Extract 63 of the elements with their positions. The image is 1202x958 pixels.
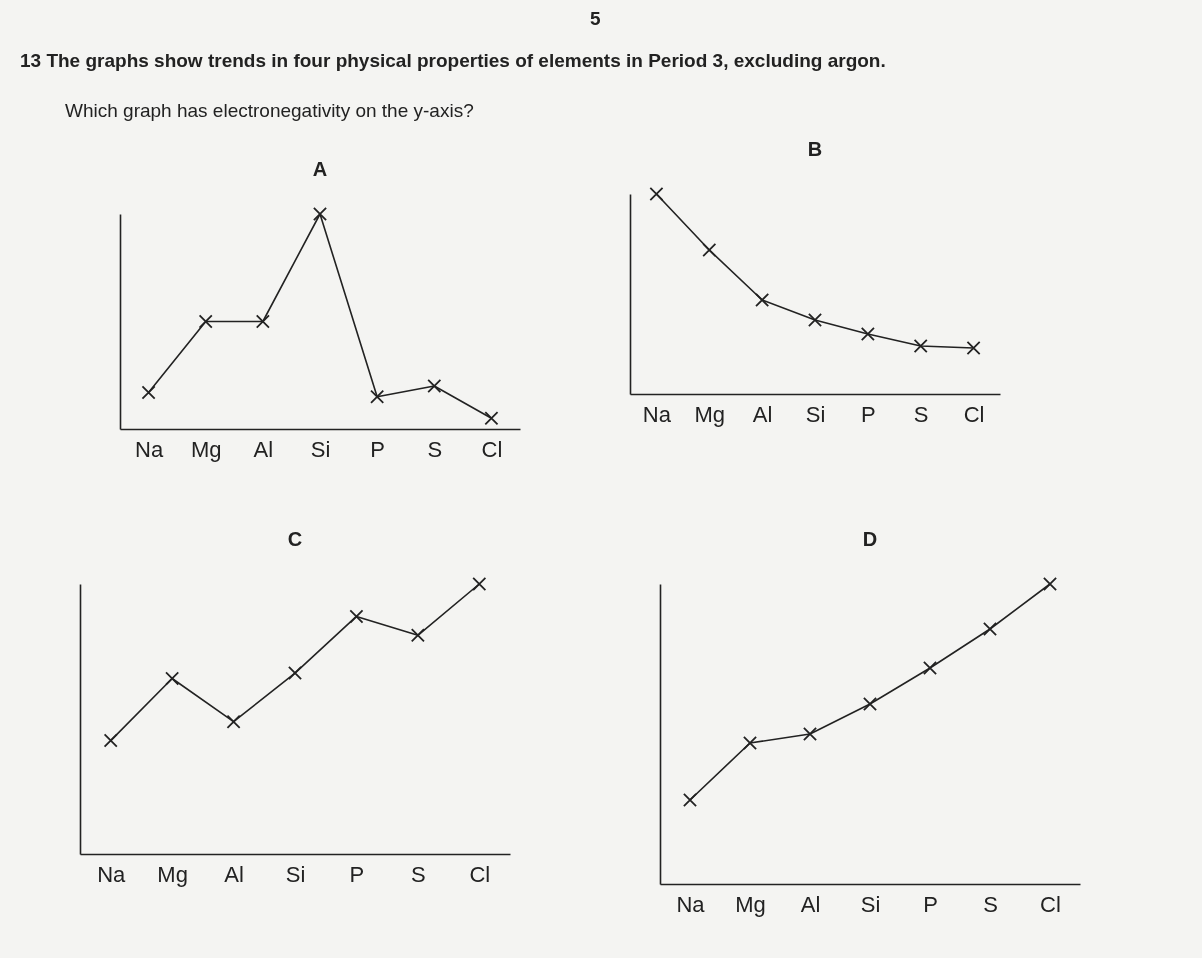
x-tick-label: Na: [642, 401, 672, 427]
point: [649, 186, 664, 202]
chart-title: B: [807, 138, 823, 161]
point: [682, 792, 698, 808]
x-tick-label: Na: [135, 436, 164, 462]
point: [165, 671, 180, 686]
point: [807, 312, 823, 328]
x-tick-label: Al: [752, 401, 773, 427]
text: 5: [590, 8, 601, 30]
point: [427, 378, 442, 394]
text: Which graph has electronegativity on the y-axis?: [65, 100, 474, 122]
x-tick-label: Al: [224, 861, 244, 887]
x-tick-label: Cl: [469, 861, 491, 887]
chart-title: D: [862, 528, 878, 551]
point: [226, 714, 241, 729]
x-tick-label: Al: [253, 436, 274, 462]
x-tick-label: Si: [860, 891, 881, 917]
point: [860, 326, 875, 342]
x-tick-label: Na: [97, 861, 127, 887]
point: [966, 340, 981, 356]
point: [484, 411, 499, 426]
point: [410, 628, 425, 643]
point: [862, 696, 878, 712]
x-tick-label: Na: [676, 891, 706, 917]
point: [472, 576, 487, 592]
x-tick-label: Mg: [190, 436, 222, 462]
point: [802, 726, 818, 742]
x-tick-label: Mg: [735, 891, 766, 917]
x-tick-label: S: [411, 861, 426, 887]
point: [922, 660, 938, 676]
x-tick-label: Si: [285, 861, 306, 887]
text: 13 The graphs show trends in four physical properties of elements in Period 3, excluding argon.: [20, 50, 886, 72]
point: [312, 206, 328, 222]
point: [755, 292, 770, 308]
x-tick-label: Si: [805, 401, 826, 427]
point: [255, 314, 270, 329]
point: [702, 242, 717, 258]
point: [141, 385, 156, 400]
x-tick-label: S: [983, 891, 998, 917]
x-tick-label: S: [913, 401, 929, 427]
point: [913, 338, 928, 354]
point: [1042, 576, 1058, 592]
x-tick-label: Al: [800, 891, 821, 917]
x-tick-label: Si: [310, 436, 331, 462]
chart-title: C: [287, 528, 303, 551]
x-tick-label: Cl: [1040, 891, 1061, 917]
chart-title: A: [312, 158, 328, 181]
x-tick-label: P: [349, 861, 365, 887]
x-tick-label: P: [370, 436, 385, 462]
point: [370, 389, 385, 404]
x-tick-label: Cl: [481, 436, 503, 462]
x-tick-label: Mg: [694, 401, 726, 427]
point: [198, 314, 213, 329]
x-tick-label: S: [427, 436, 443, 462]
point: [349, 609, 364, 624]
point: [742, 735, 758, 751]
x-tick-label: P: [861, 401, 876, 427]
point: [982, 621, 998, 637]
x-tick-label: P: [923, 891, 938, 917]
point: [287, 666, 303, 681]
point: [103, 733, 118, 748]
x-tick-label: Mg: [157, 861, 188, 887]
x-tick-label: Cl: [963, 401, 985, 427]
